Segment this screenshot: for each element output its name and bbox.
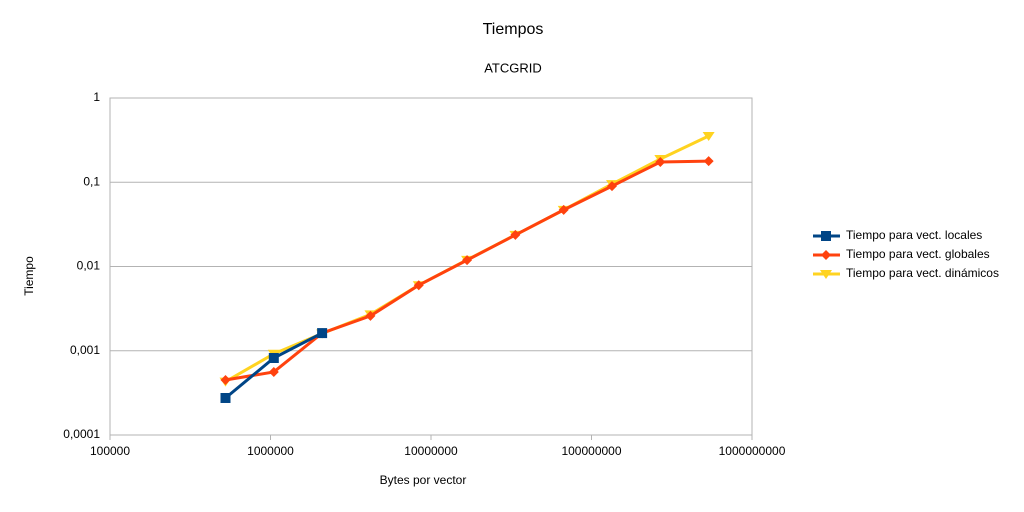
x-tick-label: 10000000 [404,444,458,458]
marker [558,204,569,215]
legend-label: Tiempo para vect. dinámicos [846,266,999,280]
marker [268,353,279,364]
chart-title: Tiempos [483,21,544,38]
marker [365,310,376,321]
marker [462,255,473,266]
marker [510,229,521,240]
marker [703,156,714,167]
chart-subtitle: ATCGRID [484,60,542,75]
marker [413,280,424,291]
x-tick-label: 100000000 [561,444,621,458]
y-axis-label: Tiempo [22,256,36,296]
legend-label: Tiempo para vect. globales [846,247,990,261]
y-tick-label: 1 [93,90,100,104]
x-tick-label: 100000 [90,444,130,458]
y-tick-label: 0,001 [70,343,100,357]
legend-marker [821,250,831,260]
y-tick-label: 0,0001 [63,427,100,441]
x-axis-label: Bytes por vector [380,473,467,487]
x-tick-label: 1000000000 [719,444,786,458]
marker [268,366,279,377]
legend-marker [820,270,832,279]
legend-marker [821,231,831,241]
marker [220,392,231,403]
marker [220,374,231,385]
y-tick-label: 0,1 [83,174,100,188]
marker [607,181,618,192]
marker [702,131,715,141]
x-tick-label: 1000000 [247,444,294,458]
legend-label: Tiempo para vect. locales [846,228,982,242]
marker [317,328,328,339]
marker [655,156,666,167]
y-tick-label: 0,01 [77,259,101,273]
